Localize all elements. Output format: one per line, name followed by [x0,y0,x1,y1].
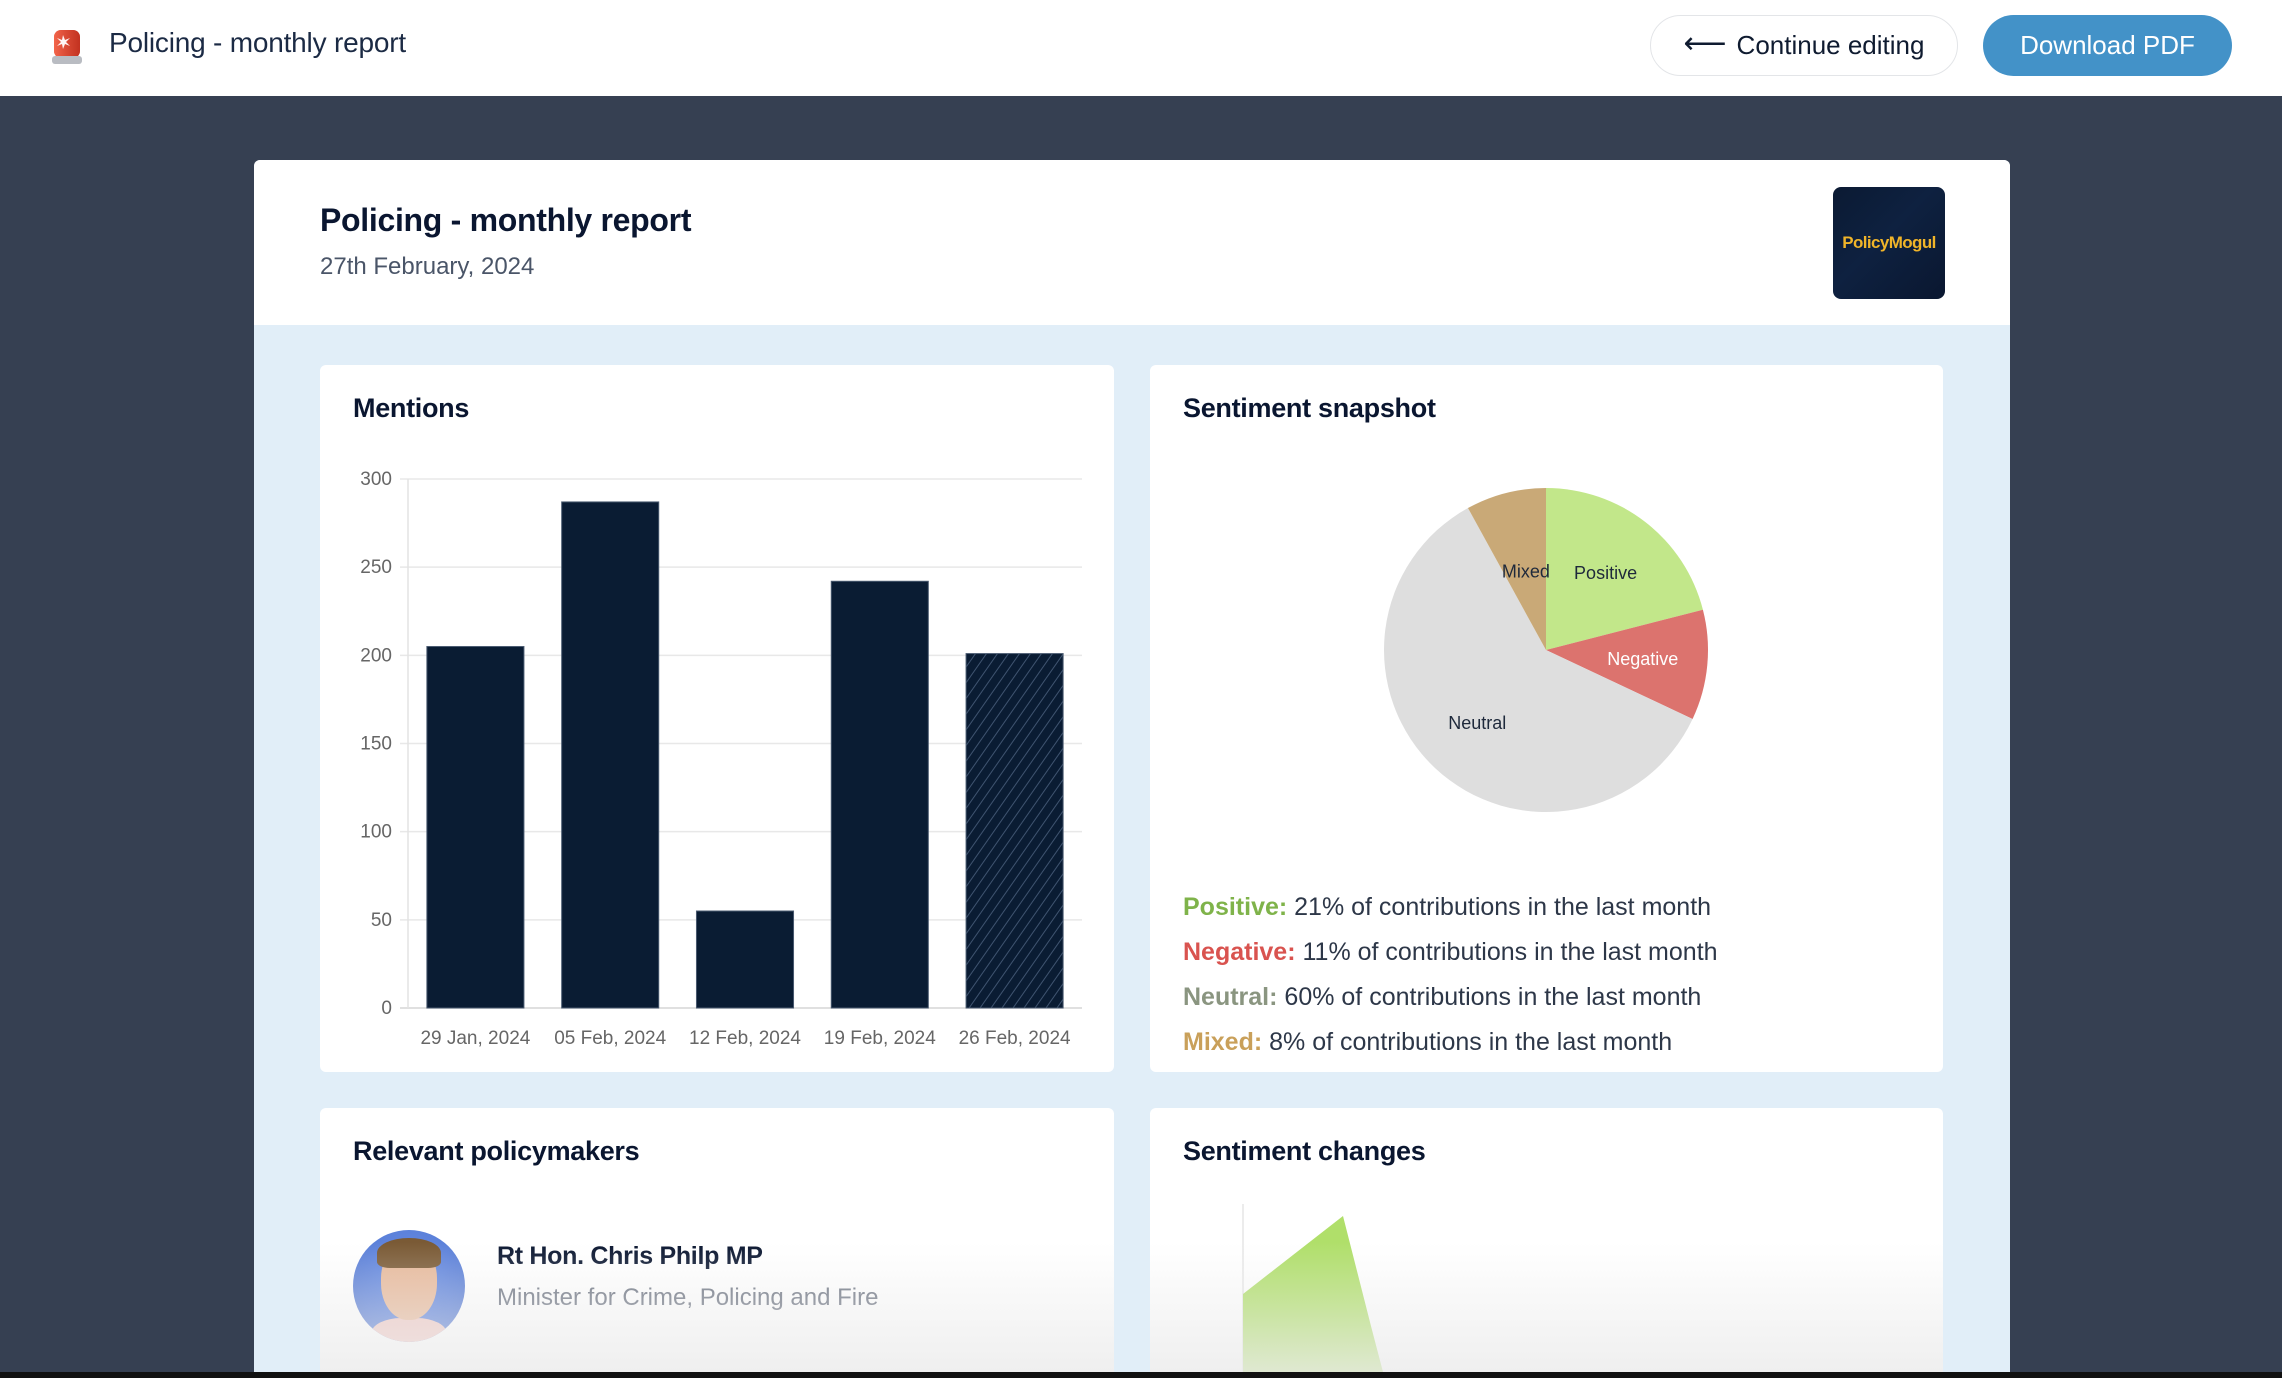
x-tick-label: 19 Feb, 2024 [824,1028,936,1049]
y-tick-label: 250 [360,557,392,578]
report-preview: Policing - monthly report 27th February,… [254,160,2010,1372]
sentiment-changes-title: Sentiment changes [1183,1136,1426,1166]
pie-slice-neutral[interactable] [1384,508,1693,812]
sentiment-snapshot-title: Sentiment snapshot [1183,393,1436,423]
pie-slice-negative[interactable] [1546,609,1708,719]
avatar [353,1230,465,1342]
continue-editing-label: Continue editing [1736,30,1925,60]
legend-text: 60% of contributions in the last month [1277,983,1702,1011]
policymaker-role: Minister for Crime, Policing and Fire [497,1284,879,1311]
bar-29-jan-2024[interactable] [426,646,525,1009]
logo-text: PolicyMogul [1842,233,1936,252]
police-siren-icon [52,30,82,64]
download-pdf-button[interactable]: Download PDF [1983,15,2232,76]
y-tick-label: 100 [360,822,392,843]
relevant-policymakers-card: Relevant policymakers Rt Hon. Chris Phil… [320,1108,1114,1372]
window-bottom-edge [0,1372,2282,1378]
y-tick-label: 150 [360,734,392,755]
legend-label: Negative: [1183,938,1296,966]
policymogul-logo: PolicyMogul [1833,187,1945,299]
legend-text: 11% of contributions in the last month [1295,938,1718,966]
legend-label: Mixed: [1183,1028,1263,1056]
area-series-positive [1243,1216,1383,1372]
sentiment-snapshot-card: Sentiment snapshot Positive Negative Neutr… [1150,365,1943,1072]
pie-label-positive: Positive [1574,563,1637,583]
bar-19-feb-2024[interactable] [830,580,929,1009]
policymaker-name: Rt Hon. Chris Philp MP [497,1242,763,1270]
report-stage: Policing - monthly report 27th February,… [0,96,2282,1372]
pie-label-negative: Negative [1607,649,1678,669]
y-tick-label: 200 [360,645,392,666]
report-header: Policing - monthly report 27th February,… [254,160,2010,325]
legend-row: Mixed: 8% of contributions in the last m… [1183,1020,1718,1065]
x-tick-label: 29 Jan, 2024 [420,1028,530,1049]
sentiment-legend: Positive: 21% of contributions in the la… [1183,885,1718,1065]
app-title: Policing - monthly report [109,27,406,58]
x-tick-label: 26 Feb, 2024 [959,1028,1071,1049]
sentiment-pie-chart: Positive Negative Neutral Mixed [1384,488,1708,812]
sentiment-changes-chart [1242,1204,1383,1372]
pie-label-mixed: Mixed [1502,562,1550,582]
sentiment-changes-card: Sentiment changes [1150,1108,1943,1372]
legend-row: Neutral: 60% of contributions in the las… [1183,975,1718,1020]
policymaker-item[interactable]: Rt Hon. Chris Philp MP Minister for Crim… [353,1230,1053,1342]
mentions-title: Mentions [353,393,470,423]
pie-label-neutral: Neutral [1448,713,1506,733]
arrow-left-icon: ⟵ [1683,27,1727,60]
bar-12-feb-2024[interactable] [695,910,795,1009]
y-tick-label: 0 [381,998,392,1019]
y-tick-label: 50 [371,910,392,931]
top-bar: Policing - monthly report ⟵ Continue edi… [0,0,2282,96]
legend-text: 8% of contributions in the last month [1262,1028,1673,1056]
pie-slice-positive[interactable] [1546,488,1703,650]
bar-26-feb-2024[interactable] [965,653,1064,1009]
x-tick-label: 12 Feb, 2024 [689,1028,801,1049]
pie-slice-mixed[interactable] [1467,488,1546,650]
report-date: 27th February, 2024 [320,253,535,280]
legend-row: Positive: 21% of contributions in the la… [1183,885,1718,930]
legend-label: Neutral: [1183,983,1278,1011]
policymakers-title: Relevant policymakers [353,1136,640,1166]
x-tick-label: 05 Feb, 2024 [554,1028,666,1049]
mentions-bar-chart: 0 50 100 150 200 250 300 29 Jan, 2024 05 Feb, 2… [360,469,1082,1049]
legend-text: 21% of contributions in the last month [1287,893,1712,921]
bar-05-feb-2024[interactable] [561,501,660,1009]
continue-editing-button[interactable]: ⟵ Continue editing [1650,15,1958,76]
legend-label: Positive: [1183,893,1288,921]
mentions-card: Mentions 0 50 100 150 200 250 300 29 Jan, 2024… [320,365,1114,1072]
report-title: Policing - monthly report [320,202,692,238]
legend-row: Negative: 11% of contributions in the la… [1183,930,1718,975]
y-tick-label: 300 [360,469,392,490]
